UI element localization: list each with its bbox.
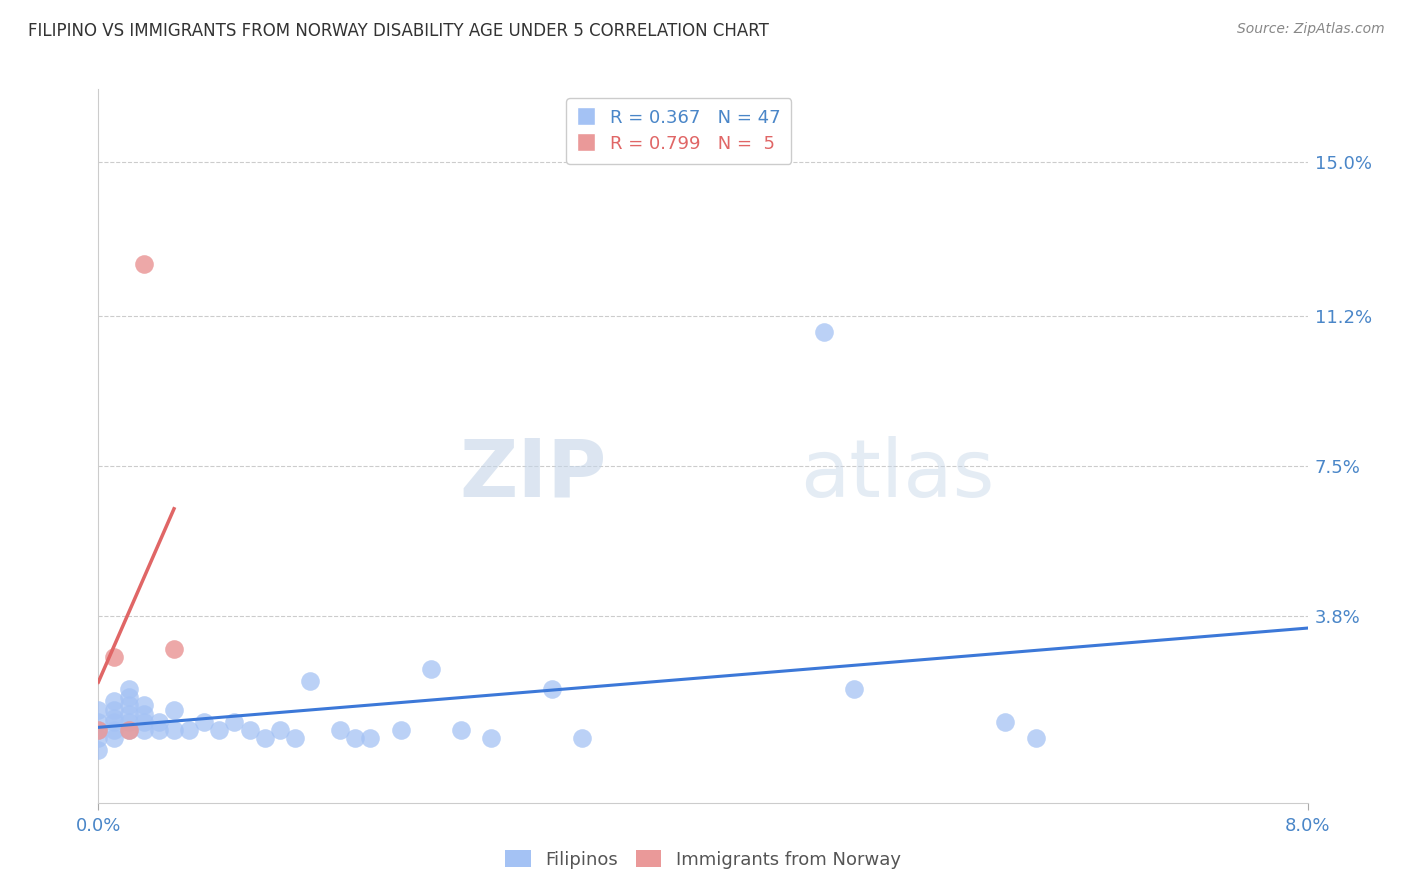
Point [269,723,291,737]
Point [132,706,155,721]
Point [571,731,593,745]
Point [224,714,246,729]
Point [208,723,231,737]
Point [87,743,110,757]
Point [239,723,262,737]
Point [360,731,382,745]
Text: ZIP: ZIP [458,435,606,514]
Point [103,714,125,729]
Point [103,711,125,725]
Point [118,706,141,721]
Point [103,723,125,737]
Point [284,731,307,745]
Point [148,723,170,737]
Point [118,698,141,713]
Point [87,723,110,737]
Point [132,698,155,713]
Point [103,649,125,664]
Point [132,256,155,270]
Text: atlas: atlas [800,435,994,514]
Point [87,723,110,737]
Point [193,714,215,729]
Point [132,714,155,729]
Point [163,702,186,716]
Point [329,723,352,737]
Point [299,674,322,689]
Text: FILIPINO VS IMMIGRANTS FROM NORWAY DISABILITY AGE UNDER 5 CORRELATION CHART: FILIPINO VS IMMIGRANTS FROM NORWAY DISAB… [28,22,769,40]
Point [118,723,141,737]
Point [541,682,564,697]
Point [118,690,141,705]
Point [844,682,866,697]
Point [420,662,443,676]
Point [118,723,141,737]
Point [253,731,276,745]
Point [994,714,1017,729]
Point [163,641,186,656]
Point [118,682,141,697]
Legend: Filipinos, Immigrants from Norway: Filipinos, Immigrants from Norway [498,843,908,876]
Point [1025,731,1047,745]
Point [344,731,367,745]
Point [389,723,412,737]
Point [87,731,110,745]
Point [87,702,110,716]
Point [103,731,125,745]
Text: Source: ZipAtlas.com: Source: ZipAtlas.com [1237,22,1385,37]
Point [87,714,110,729]
Point [103,702,125,716]
Point [132,723,155,737]
Point [118,714,141,729]
Point [813,326,835,340]
Point [163,723,186,737]
Point [148,714,170,729]
Point [179,723,201,737]
Point [450,723,472,737]
Point [481,731,503,745]
Point [103,694,125,708]
